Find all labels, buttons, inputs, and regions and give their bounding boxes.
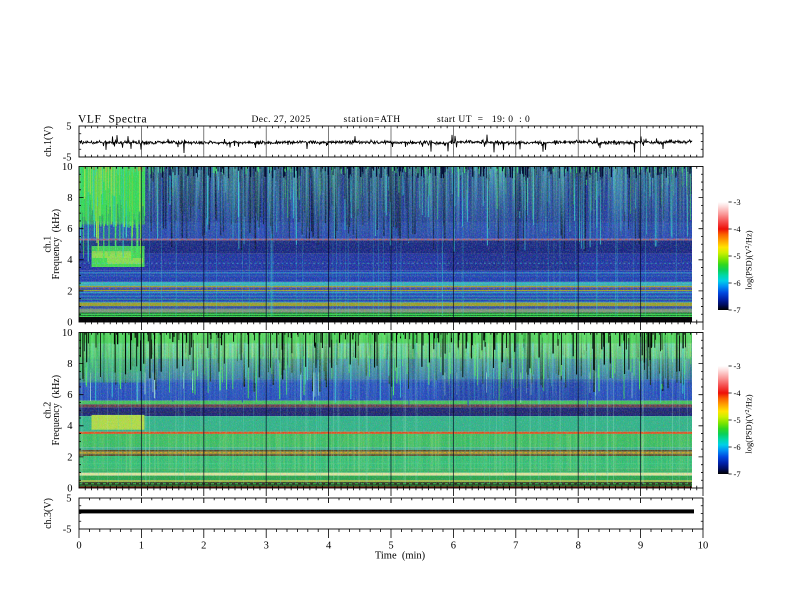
svg-text:5: 5 — [66, 121, 71, 132]
svg-text:-5: -5 — [734, 415, 741, 425]
svg-text:-5: -5 — [63, 524, 72, 535]
svg-text:-5: -5 — [734, 251, 741, 261]
svg-text:0: 0 — [67, 317, 72, 328]
svg-text:ch.2: ch.2 — [42, 402, 53, 419]
svg-text:7: 7 — [513, 541, 518, 552]
svg-text:log(PSD)(V2/Hz): log(PSD)(V2/Hz) — [744, 394, 754, 453]
svg-text:-6: -6 — [734, 278, 741, 288]
svg-text:station=ATH: station=ATH — [344, 115, 401, 125]
svg-text:0: 0 — [67, 483, 72, 494]
svg-text:Time (min): Time (min) — [375, 551, 426, 562]
svg-text:6: 6 — [67, 224, 72, 235]
svg-text:ch.1(V): ch.1(V) — [43, 126, 54, 157]
svg-text:-5: -5 — [63, 152, 72, 163]
svg-text:6: 6 — [67, 390, 72, 401]
svg-text:4: 4 — [326, 541, 332, 552]
svg-text:10: 10 — [698, 541, 709, 552]
svg-text:-4: -4 — [734, 224, 742, 234]
svg-text:5: 5 — [388, 541, 393, 552]
svg-text:8: 8 — [67, 359, 72, 370]
svg-text:-3: -3 — [734, 197, 741, 207]
svg-text:VLF Spectra: VLF Spectra — [78, 113, 147, 125]
svg-text:Frequency (kHz): Frequency (kHz) — [51, 375, 62, 446]
svg-text:ch.1: ch.1 — [42, 236, 53, 253]
svg-text:10: 10 — [62, 162, 73, 173]
svg-text:3: 3 — [264, 541, 269, 552]
svg-text:-3: -3 — [734, 361, 741, 371]
svg-text:10: 10 — [62, 328, 73, 339]
svg-text:2: 2 — [67, 452, 72, 463]
svg-text:ch.3(V): ch.3(V) — [43, 498, 54, 529]
svg-text:Dec. 27, 2025: Dec. 27, 2025 — [252, 115, 311, 125]
svg-text:start UT = 19: 0 : 0: start UT = 19: 0 : 0 — [437, 115, 530, 125]
svg-text:8: 8 — [67, 193, 72, 204]
svg-text:Frequency (kHz): Frequency (kHz) — [51, 209, 62, 280]
svg-text:9: 9 — [638, 541, 643, 552]
svg-text:8: 8 — [576, 541, 581, 552]
svg-text:1: 1 — [139, 541, 144, 552]
svg-text:2: 2 — [67, 286, 72, 297]
svg-text:0: 0 — [76, 541, 81, 552]
svg-text:-4: -4 — [734, 388, 742, 398]
svg-text:4: 4 — [67, 421, 73, 432]
svg-text:-7: -7 — [734, 469, 741, 479]
svg-text:5: 5 — [66, 493, 71, 504]
svg-text:2: 2 — [201, 541, 206, 552]
svg-text:log(PSD)(V2/Hz): log(PSD)(V2/Hz) — [744, 230, 754, 289]
svg-text:-7: -7 — [734, 305, 741, 315]
svg-text:-6: -6 — [734, 442, 741, 452]
svg-text:4: 4 — [67, 255, 73, 266]
svg-text:6: 6 — [451, 541, 456, 552]
